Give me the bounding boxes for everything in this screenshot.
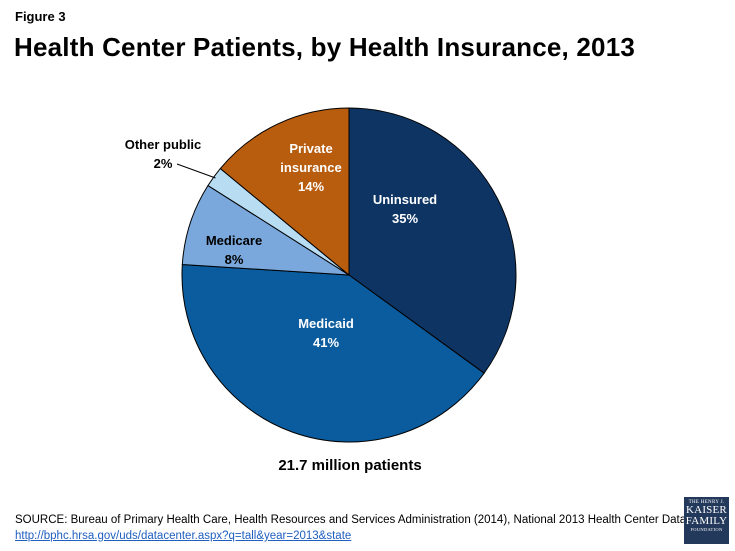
figure-label: Figure 3 xyxy=(15,9,66,24)
slice-value-label: 2% xyxy=(154,156,173,171)
slice-name-label: Other public xyxy=(125,137,202,152)
pie-slice-uninsured xyxy=(348,107,517,374)
slice-value-label: 35% xyxy=(392,211,418,226)
total-patients-label: 21.7 million patients xyxy=(278,457,422,474)
logo-line-4: FOUNDATION xyxy=(690,527,723,532)
slice-name-label: insurance xyxy=(280,160,341,175)
slice-name-label: Medicare xyxy=(206,233,262,248)
slice-value-label: 8% xyxy=(225,252,244,267)
slice-value-label: 14% xyxy=(298,179,324,194)
slice-value-label: 41% xyxy=(313,335,339,350)
kff-logo: THE HENRY J. KAISER FAMILY FOUNDATION xyxy=(684,497,729,544)
pie-slice-medicaid xyxy=(181,263,485,443)
slice-name-label: Private xyxy=(289,141,332,156)
callout-line xyxy=(176,163,216,179)
pie-slice-private-insurance xyxy=(219,107,350,277)
logo-line-2: KAISER xyxy=(686,504,727,516)
source-link[interactable]: http://bphc.hrsa.gov/uds/datacenter.aspx… xyxy=(15,530,352,542)
source-text: SOURCE: Bureau of Primary Health Care, H… xyxy=(15,514,690,526)
logo-line-3: FAMILY xyxy=(685,515,728,527)
chart-title: Health Center Patients, by Health Insura… xyxy=(14,32,636,62)
source-note: SOURCE: Bureau of Primary Health Care, H… xyxy=(15,512,689,544)
slice-name-label: Medicaid xyxy=(298,316,354,331)
slice-name-label: Uninsured xyxy=(373,192,437,207)
logo-line-1: THE HENRY J. xyxy=(688,500,725,505)
